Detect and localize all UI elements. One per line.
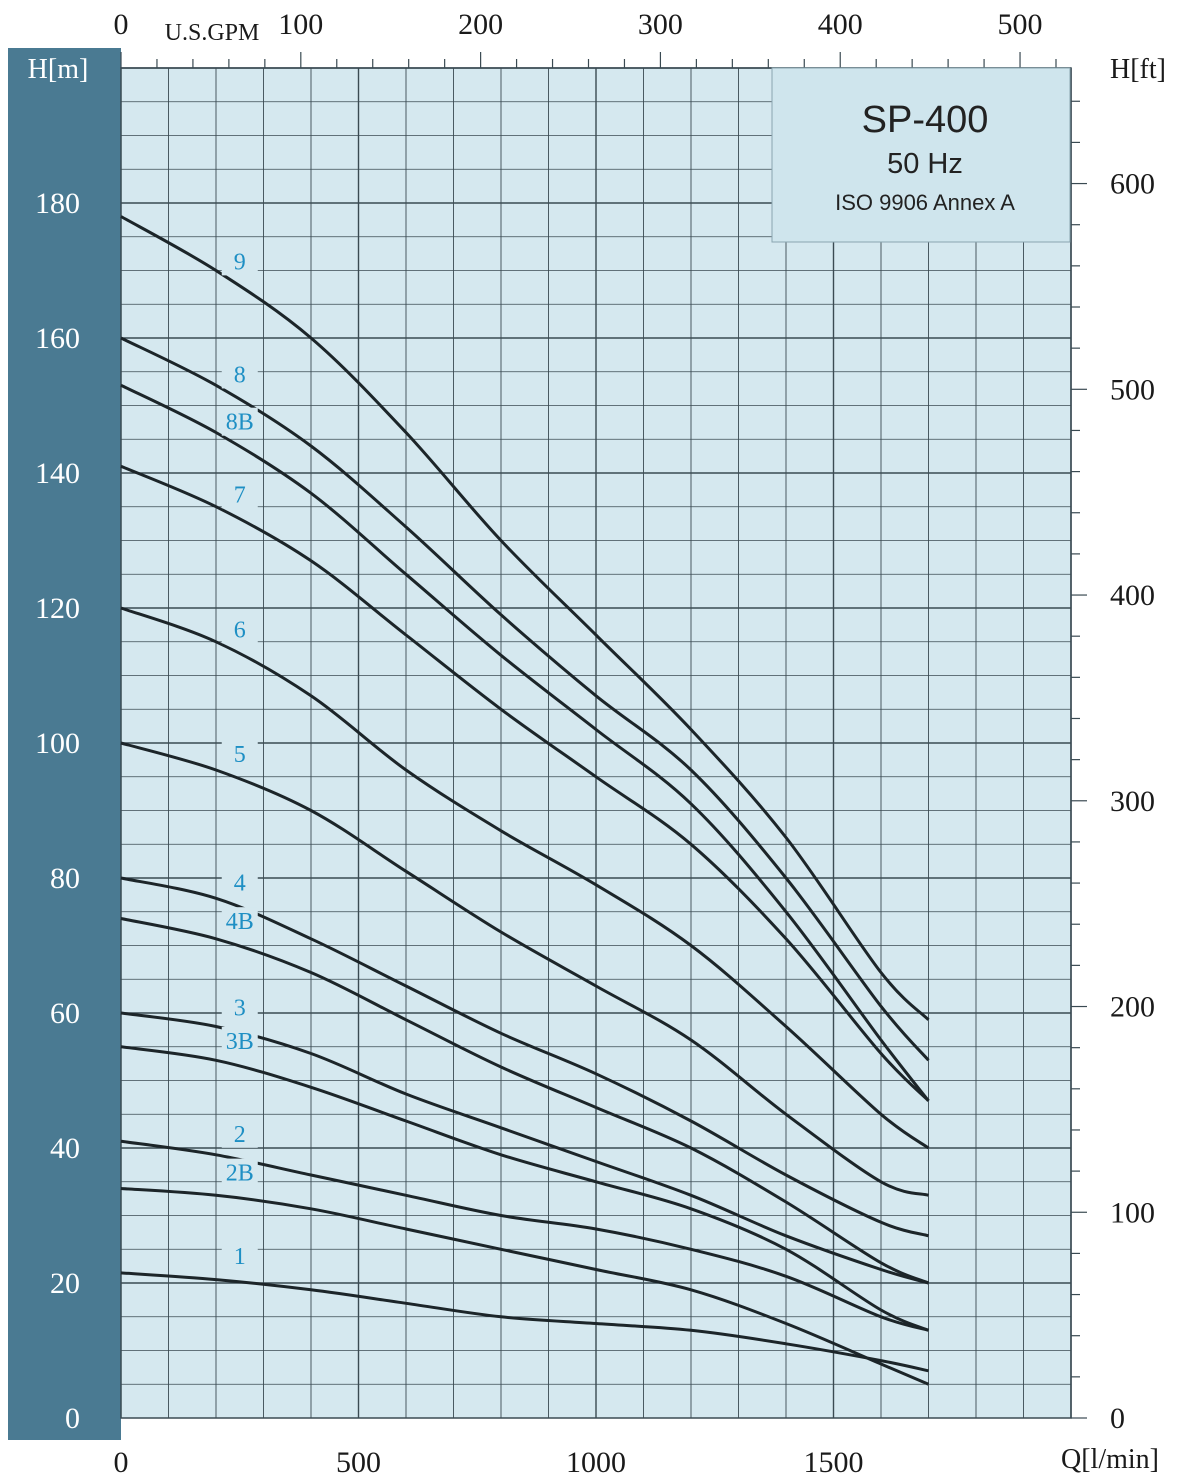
x2-tick-label: 500 bbox=[998, 8, 1043, 41]
y2-tick-label: 300 bbox=[1110, 785, 1155, 818]
x-tick-label: 1000 bbox=[566, 1446, 626, 1479]
curve-label: 3 bbox=[234, 995, 246, 1021]
pump-curve-9 bbox=[120, 215, 930, 1021]
x-tick-label: 0 bbox=[114, 1446, 129, 1479]
x-tick-label: 1500 bbox=[804, 1446, 864, 1479]
y-tick-label: 140 bbox=[35, 457, 80, 490]
curve-label-bg bbox=[221, 868, 258, 897]
curve-label-bg bbox=[221, 1027, 258, 1055]
y2-tick-label: 100 bbox=[1110, 1196, 1155, 1229]
y-tick-label: 100 bbox=[35, 727, 80, 760]
curve-label: 8B bbox=[226, 410, 254, 436]
y2-tick-label: 500 bbox=[1110, 373, 1155, 406]
curve-label-bg bbox=[221, 615, 258, 644]
curve-label-bg bbox=[221, 407, 258, 436]
pump-curve-5 bbox=[120, 741, 929, 1197]
curve-label-bg bbox=[221, 740, 258, 769]
curve-label: 4B bbox=[226, 909, 254, 935]
y-tick-label: 40 bbox=[50, 1132, 80, 1165]
pump-curve-8 bbox=[120, 336, 930, 1062]
curve-label-bg bbox=[221, 1119, 258, 1148]
title-box: SP-400 50 Hz ISO 9906 Annex A bbox=[771, 67, 1071, 243]
curve-label-bg bbox=[221, 993, 258, 1022]
x-tick-label: 500 bbox=[336, 1446, 381, 1479]
pump-curve-7 bbox=[120, 464, 930, 1102]
pump-curve-1 bbox=[120, 1271, 929, 1373]
y-tick-label: 0 bbox=[65, 1402, 80, 1435]
y2-axis-label: H[ft] bbox=[1110, 54, 1166, 85]
y-tick-label: 20 bbox=[50, 1267, 80, 1300]
curve-label: 9 bbox=[234, 249, 246, 275]
y-axis-label: H[m] bbox=[28, 54, 89, 85]
y2-tick-label: 200 bbox=[1110, 991, 1155, 1024]
y-tick-label: 80 bbox=[50, 862, 80, 895]
curve-label: 7 bbox=[234, 482, 246, 508]
curve-labels: 9 8 8B 7 6 5 4 4B 3 3B 2 2B 1 bbox=[221, 247, 258, 1271]
curve-label-bg bbox=[221, 907, 258, 936]
x2-tick-label: 200 bbox=[458, 8, 503, 41]
curve-label: 8 bbox=[234, 362, 246, 388]
x2-axis-label: U.S.GPM bbox=[165, 20, 260, 46]
pump-curve-2b bbox=[120, 1187, 930, 1386]
x2-tick-label: 400 bbox=[818, 8, 863, 41]
x2-tick-label: 100 bbox=[278, 8, 323, 41]
y2-tick-label: 600 bbox=[1110, 168, 1155, 201]
y-tick-label: 60 bbox=[50, 997, 80, 1030]
curve-label: 4 bbox=[234, 870, 246, 896]
y2-tick-label: 0 bbox=[1110, 1402, 1125, 1435]
pump-curve-6 bbox=[120, 606, 930, 1150]
curve-label-bg bbox=[221, 1158, 258, 1187]
curve-label: 2B bbox=[226, 1161, 254, 1187]
pump-curve-3 bbox=[120, 1011, 929, 1285]
pump-curve-3b bbox=[120, 1045, 930, 1332]
curve-label: 2 bbox=[234, 1122, 246, 1148]
x-axis-label: Q[l/min] bbox=[1061, 1444, 1159, 1475]
y-tick-label: 120 bbox=[35, 592, 80, 625]
curve-label: 6 bbox=[234, 617, 246, 643]
x2-tick-label: 300 bbox=[638, 8, 683, 41]
curve-label-bg bbox=[221, 480, 258, 509]
pump-curve-8b bbox=[120, 383, 930, 1102]
chart-subtitle: 50 Hz bbox=[887, 148, 963, 180]
curve-label-bg bbox=[221, 247, 258, 276]
grid bbox=[120, 67, 1072, 1419]
chart-title: SP-400 bbox=[862, 99, 989, 141]
pump-curve-4 bbox=[120, 876, 929, 1238]
pump-curve-2 bbox=[120, 1139, 929, 1332]
curve-label-bg bbox=[221, 1242, 258, 1271]
y-tick-label: 180 bbox=[35, 187, 80, 220]
left-axis-band bbox=[8, 48, 121, 1440]
curve-label: 3B bbox=[226, 1029, 254, 1055]
chart-standard: ISO 9906 Annex A bbox=[835, 190, 1015, 215]
curve-label-bg bbox=[221, 360, 258, 389]
y-tick-label: 160 bbox=[35, 322, 80, 355]
pump-curve-4b bbox=[120, 917, 930, 1285]
curve-label: 1 bbox=[234, 1244, 246, 1270]
y2-tick-label: 400 bbox=[1110, 579, 1155, 612]
curves bbox=[120, 215, 930, 1386]
curve-label: 5 bbox=[234, 742, 246, 768]
x2-tick-label: 0 bbox=[114, 8, 129, 41]
